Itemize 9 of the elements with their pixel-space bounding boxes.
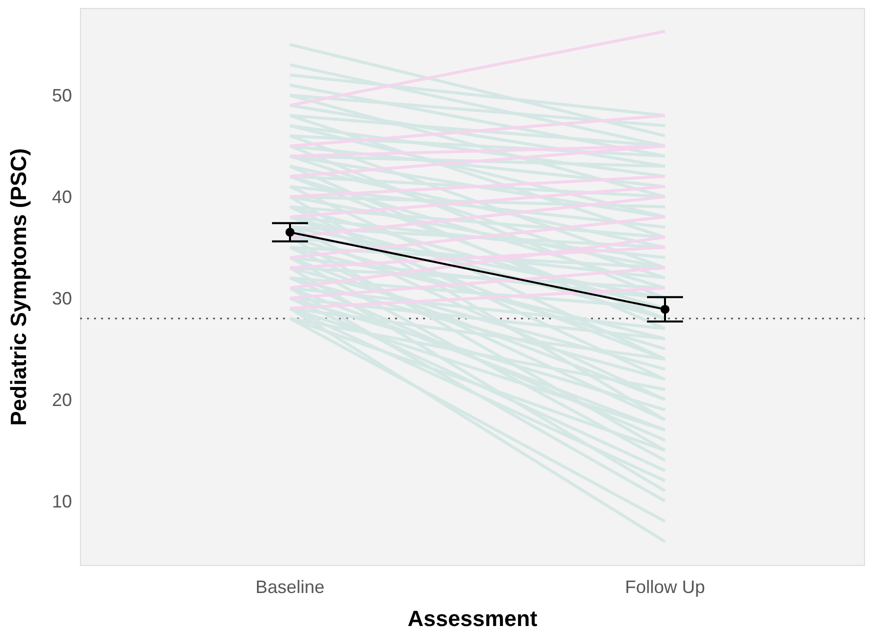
y-tick-label: 50	[52, 86, 72, 106]
x-tick-label: Baseline	[255, 576, 325, 597]
y-tick-label: 30	[52, 288, 72, 309]
y-axis-title: Pediatric Symptoms (PSC)	[6, 148, 31, 426]
x-tick-label: Follow Up	[624, 576, 706, 597]
y-tick-label: 40	[52, 187, 72, 208]
x-axis-title: Assessment	[408, 606, 538, 631]
y-tick-label: 10	[52, 491, 72, 512]
y-tick-label: 20	[52, 390, 72, 410]
